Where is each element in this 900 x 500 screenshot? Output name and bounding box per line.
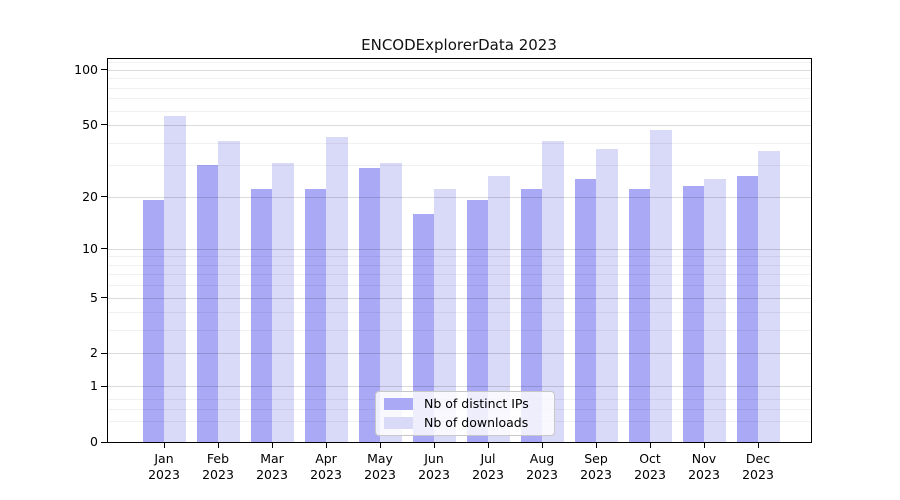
y-tick-mark — [101, 196, 107, 197]
minor-gridline — [107, 274, 811, 276]
bar-distinct-ips-oct — [628, 189, 650, 442]
bar-downloads-nov — [704, 179, 726, 442]
minor-gridline — [107, 62, 811, 64]
y-tick-label: 20 — [82, 188, 98, 204]
x-tick-label: Feb 2023 — [202, 451, 234, 482]
y-tick-mark — [101, 297, 107, 299]
major-gridline — [107, 69, 811, 71]
x-tick-label: Jul 2023 — [472, 451, 504, 482]
x-tick-label: Aug 2023 — [526, 451, 558, 482]
x-tick-label: Jun 2023 — [418, 451, 450, 482]
minor-gridline — [107, 330, 811, 332]
major-gridline — [107, 386, 811, 388]
legend-label-distinct-ips: Nb of distinct IPs — [424, 395, 529, 411]
x-tick-label: Dec 2023 — [742, 451, 774, 482]
x-tick-label: Jan 2023 — [148, 451, 180, 482]
bar-downloads-may — [380, 162, 402, 442]
x-tick-mark — [272, 443, 273, 448]
x-tick-mark — [218, 443, 219, 448]
y-tick-mark — [101, 385, 107, 387]
legend-swatch-distinct-ips — [384, 397, 413, 410]
major-gridline — [107, 297, 811, 299]
minor-gridline — [107, 142, 811, 144]
legend: Nb of distinct IPs Nb of downloads — [375, 391, 555, 436]
major-gridline — [107, 248, 811, 250]
bar-downloads-aug — [542, 140, 564, 442]
x-tick-label: Sep 2023 — [580, 451, 612, 482]
bar-distinct-ips-sep — [574, 179, 596, 442]
y-tick-label: 100 — [74, 61, 98, 77]
x-tick-label: Nov 2023 — [688, 451, 720, 482]
x-tick-mark — [380, 443, 381, 448]
bar-distinct-ips-feb — [196, 165, 218, 442]
bar-distinct-ips-nov — [682, 185, 704, 442]
x-tick-mark — [650, 443, 651, 448]
minor-gridline — [107, 312, 811, 314]
bar-downloads-dec — [758, 150, 780, 442]
y-tick-label: 5 — [90, 289, 98, 305]
minor-gridline — [107, 110, 811, 112]
x-tick-label: May 2023 — [364, 451, 396, 482]
bar-distinct-ips-apr — [304, 189, 326, 442]
bar-distinct-ips-jun — [412, 213, 434, 442]
bar-downloads-feb — [218, 140, 240, 442]
y-tick-label: 10 — [82, 240, 98, 256]
major-gridline — [107, 124, 811, 126]
bar-distinct-ips-aug — [520, 189, 542, 442]
bar-distinct-ips-dec — [736, 176, 758, 442]
bar-downloads-mar — [272, 162, 294, 442]
x-tick-label: Oct 2023 — [634, 451, 666, 482]
bar-downloads-apr — [326, 136, 348, 442]
y-tick-mark — [101, 352, 107, 354]
bar-distinct-ips-may — [358, 167, 380, 442]
y-tick-label: 2 — [90, 345, 98, 361]
x-tick-mark — [434, 443, 435, 448]
x-tick-mark — [488, 443, 489, 448]
minor-gridline — [107, 78, 811, 80]
chart-title: ENCODExplorerData 2023 — [361, 36, 557, 54]
y-tick-mark — [101, 441, 107, 443]
y-tick-mark — [101, 248, 107, 250]
x-tick-mark — [542, 443, 543, 448]
bar-downloads-jun — [434, 189, 456, 442]
x-tick-mark — [326, 443, 327, 448]
legend-item-distinct-ips: Nb of distinct IPs — [384, 395, 546, 413]
major-gridline — [107, 353, 811, 355]
minor-gridline — [107, 285, 811, 287]
legend-label-downloads: Nb of downloads — [424, 415, 529, 431]
bar-downloads-jul — [488, 176, 510, 442]
minor-gridline — [107, 165, 811, 167]
x-tick-label: Apr 2023 — [310, 451, 342, 482]
x-tick-mark — [164, 443, 165, 448]
y-tick-mark — [101, 69, 107, 71]
minor-gridline — [107, 98, 811, 100]
minor-gridline — [107, 264, 811, 266]
x-tick-mark — [704, 443, 705, 448]
y-tick-mark — [101, 124, 107, 126]
minor-gridline — [107, 87, 811, 89]
legend-swatch-downloads — [384, 417, 413, 430]
bar-distinct-ips-jul — [466, 200, 488, 442]
x-tick-mark — [758, 443, 759, 448]
y-tick-label: 1 — [90, 378, 98, 394]
y-tick-label: 0 — [90, 434, 98, 449]
bar-distinct-ips-mar — [250, 189, 272, 442]
bar-downloads-jan — [164, 115, 186, 442]
y-tick-label: 50 — [82, 116, 98, 132]
legend-item-downloads: Nb of downloads — [384, 415, 546, 433]
major-gridline — [107, 196, 811, 198]
bar-downloads-sep — [596, 148, 618, 442]
minor-gridline — [107, 256, 811, 258]
bar-distinct-ips-jan — [142, 200, 164, 442]
bar-downloads-oct — [650, 129, 672, 442]
x-tick-label: Mar 2023 — [256, 451, 288, 482]
x-tick-mark — [596, 443, 597, 448]
